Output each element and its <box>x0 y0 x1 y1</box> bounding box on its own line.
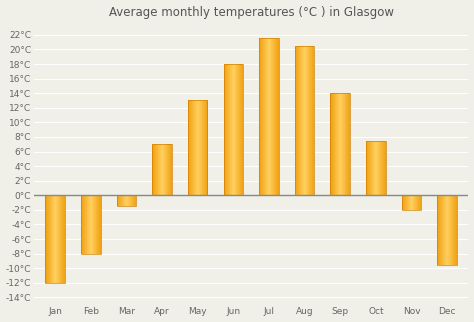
Bar <box>438 195 457 265</box>
Bar <box>152 144 172 195</box>
Bar <box>46 195 65 283</box>
Bar <box>117 195 136 206</box>
Bar <box>188 100 208 195</box>
Bar <box>401 195 421 210</box>
Bar <box>295 46 314 195</box>
Bar <box>259 38 279 195</box>
Bar <box>81 195 100 254</box>
Title: Average monthly temperatures (°C ) in Glasgow: Average monthly temperatures (°C ) in Gl… <box>109 5 393 19</box>
Bar <box>330 93 350 195</box>
Bar <box>224 64 243 195</box>
Bar <box>366 141 386 195</box>
